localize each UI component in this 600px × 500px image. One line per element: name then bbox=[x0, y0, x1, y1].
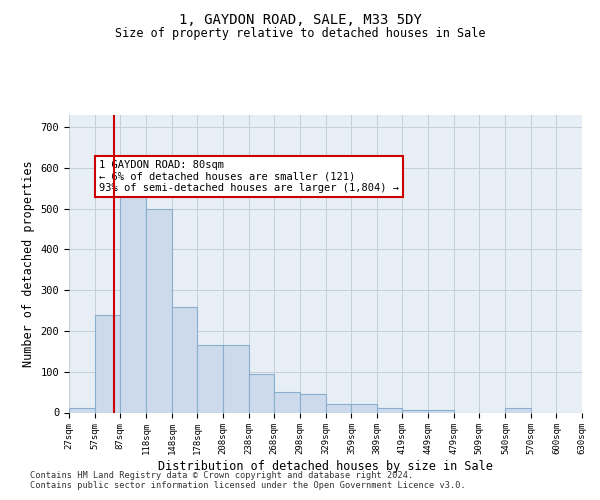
Text: 1, GAYDON ROAD, SALE, M33 5DY: 1, GAYDON ROAD, SALE, M33 5DY bbox=[179, 12, 421, 26]
Bar bbox=[69, 408, 95, 412]
Y-axis label: Number of detached properties: Number of detached properties bbox=[22, 160, 35, 367]
Bar bbox=[248, 374, 274, 412]
Text: Contains HM Land Registry data © Crown copyright and database right 2024.
Contai: Contains HM Land Registry data © Crown c… bbox=[30, 470, 466, 490]
Bar bbox=[223, 346, 248, 412]
Bar bbox=[428, 410, 454, 412]
Bar bbox=[403, 410, 428, 412]
Bar bbox=[274, 392, 299, 412]
Text: Size of property relative to detached houses in Sale: Size of property relative to detached ho… bbox=[115, 28, 485, 40]
Text: 1 GAYDON ROAD: 80sqm
← 6% of detached houses are smaller (121)
93% of semi-detac: 1 GAYDON ROAD: 80sqm ← 6% of detached ho… bbox=[99, 160, 399, 193]
Bar bbox=[95, 314, 120, 412]
Bar bbox=[299, 394, 326, 412]
Bar bbox=[326, 404, 352, 412]
Bar bbox=[377, 408, 403, 412]
Bar bbox=[197, 346, 223, 412]
Bar bbox=[352, 404, 377, 412]
Bar bbox=[146, 208, 172, 412]
Bar bbox=[505, 408, 531, 412]
Bar bbox=[172, 306, 197, 412]
X-axis label: Distribution of detached houses by size in Sale: Distribution of detached houses by size … bbox=[158, 460, 493, 473]
Bar bbox=[120, 176, 146, 412]
